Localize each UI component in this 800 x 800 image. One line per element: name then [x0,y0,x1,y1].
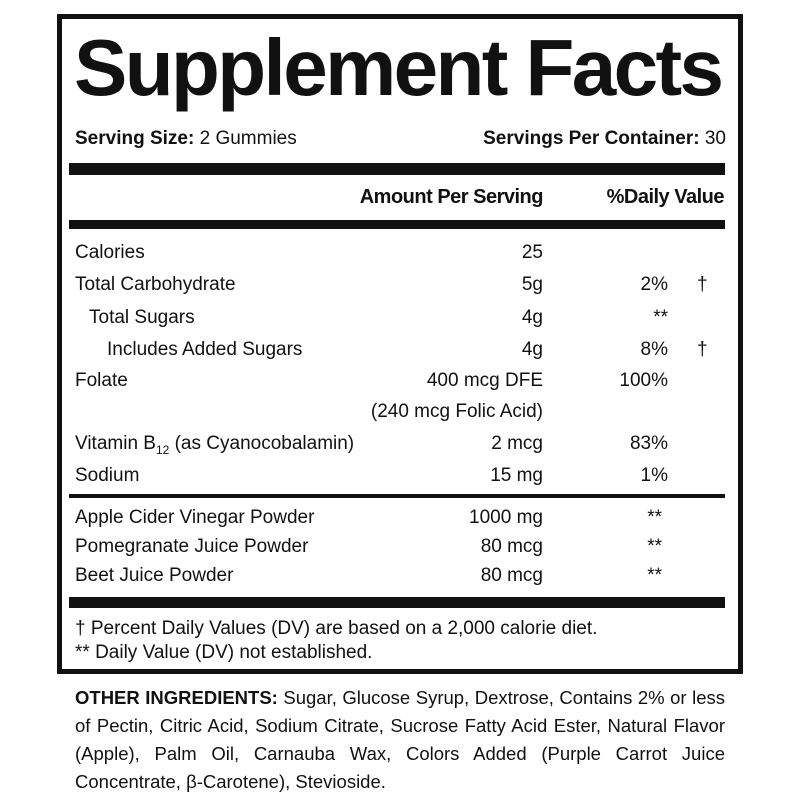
row-amount: 25 [521,242,543,263]
servings-value: 30 [704,128,726,149]
row-amount: 15 mg [490,465,543,486]
supplement-facts-panel [57,14,743,674]
servings-per-container: Servings Per Container: 30 [483,127,726,151]
dv-header: %Daily Value [606,186,725,208]
row-label: Vitamin B12 (as Cyanocobalamin) [75,432,354,456]
row-label: Pomegranate Juice Powder [75,536,309,557]
row-amount: 80 mcg [480,536,543,557]
footnote: ** Daily Value (DV) not established. [75,642,373,663]
label-part: (as Cyanocobalamin) [169,433,355,454]
row-amount: 2 mcg [491,433,543,454]
other-ingredients-text: Sugar, Glucose Syrup, Dextrose, Contains… [75,687,725,792]
dagger-mark: † [697,339,708,360]
row-label: Apple Cider Vinegar Powder [75,507,315,528]
serving-size: Serving Size: 2 Gummies [75,127,297,151]
amount-header: Amount Per Serving [359,186,544,208]
row-amount: 400 mcg DFE [426,370,543,391]
serving-size-value: 2 Gummies [199,128,297,149]
row-amount: 4g [521,307,543,328]
row-amount: (240 mcg Folic Acid) [370,401,543,422]
row-dv: 83% [629,433,668,454]
row-dv: ** [647,536,662,557]
other-ingredients-label: OTHER INGREDIENTS: [75,687,278,708]
row-dv: ** [653,307,668,328]
row-label: Total Sugars [89,307,195,328]
row-dv: 8% [640,339,668,360]
row-label: Calories [75,242,145,263]
row-label: Includes Added Sugars [107,339,303,360]
row-amount: 4g [521,339,543,360]
row-dv: 2% [640,274,668,295]
row-label: Beet Juice Powder [75,565,234,586]
row-label: Sodium [75,465,140,486]
row-label: Folate [75,370,128,391]
row-dv: ** [647,565,662,586]
row-dv: ** [647,507,662,528]
panel-title: Supplement Facts [74,23,724,112]
row-amount: 1000 mg [469,507,543,528]
servings-label: Servings Per Container: [483,128,700,149]
row-amount: 5g [521,274,543,295]
label-part: Vitamin B [75,433,156,454]
dagger-mark: † [697,274,708,295]
thick-rule [69,163,725,175]
thick-rule [69,597,725,608]
footnote: † Percent Daily Values (DV) are based on… [75,618,598,639]
row-dv: 100% [619,370,668,391]
label-subscript: 12 [155,442,170,457]
other-ingredients: OTHER INGREDIENTS: Sugar, Glucose Syrup,… [75,684,725,796]
row-label: Total Carbohydrate [75,274,236,295]
medium-rule [69,494,725,498]
serving-size-label: Serving Size: [75,128,195,149]
row-dv: 1% [640,465,668,486]
thick-rule [69,220,725,229]
row-amount: 80 mcg [480,565,543,586]
